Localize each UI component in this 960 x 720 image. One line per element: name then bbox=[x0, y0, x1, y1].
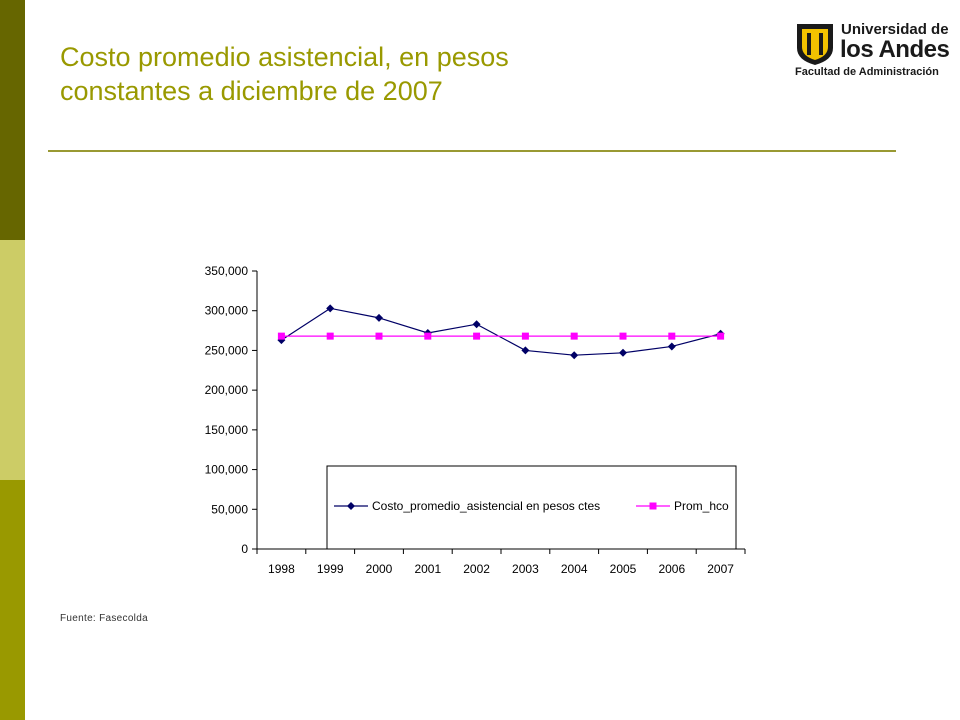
x-tick-label: 1998 bbox=[268, 562, 295, 576]
crest-icon bbox=[797, 24, 833, 65]
y-tick-label: 100,000 bbox=[205, 463, 249, 477]
series-2-point bbox=[473, 332, 481, 340]
title-line-2: constantes a diciembre de 2007 bbox=[60, 76, 443, 106]
y-tick-label: 250,000 bbox=[205, 343, 249, 357]
series-2-point bbox=[668, 332, 676, 340]
sidebar-stripe-mid bbox=[0, 480, 25, 720]
series-1-point bbox=[472, 320, 481, 329]
title-divider bbox=[48, 150, 896, 152]
logo-line-2: los Andes bbox=[840, 36, 950, 63]
x-tick-label: 2002 bbox=[463, 562, 490, 576]
series-2-point bbox=[375, 332, 383, 340]
series-1-point bbox=[521, 346, 530, 355]
y-tick-label: 150,000 bbox=[205, 423, 249, 437]
series-1-point bbox=[570, 351, 579, 360]
x-tick-label: 2007 bbox=[707, 562, 734, 576]
title-line-1: Costo promedio asistencial, en pesos bbox=[60, 42, 509, 72]
x-tick-label: 1999 bbox=[317, 562, 344, 576]
legend-box bbox=[326, 465, 737, 550]
logo-line-3: Facultad de Administración bbox=[795, 66, 939, 78]
x-tick-label: 2005 bbox=[610, 562, 637, 576]
y-tick-label: 50,000 bbox=[211, 502, 248, 516]
x-tick-label: 2004 bbox=[561, 562, 588, 576]
legend-swatch-marker-2 bbox=[649, 502, 657, 510]
sidebar-stripe-light bbox=[0, 240, 25, 480]
x-tick-label: 2003 bbox=[512, 562, 539, 576]
series-2-point bbox=[717, 332, 725, 340]
series-1-point bbox=[619, 348, 627, 357]
series-2-point bbox=[570, 332, 578, 340]
series-1-point bbox=[667, 342, 676, 351]
y-tick-label: 350,000 bbox=[205, 264, 249, 278]
series-1-point bbox=[326, 304, 335, 313]
y-tick-label: 200,000 bbox=[205, 383, 249, 397]
series-1-point bbox=[375, 313, 383, 322]
x-tick-label: 2006 bbox=[658, 562, 685, 576]
y-tick-label: 300,000 bbox=[205, 304, 249, 318]
series-2-point bbox=[521, 332, 529, 340]
y-tick-label: 0 bbox=[241, 542, 248, 556]
logo-line-1: Universidad de bbox=[841, 21, 949, 38]
series-line-1 bbox=[281, 307, 721, 356]
series-2-point bbox=[277, 332, 285, 340]
legend-swatch-marker-1 bbox=[347, 502, 355, 510]
series-2-point bbox=[326, 332, 334, 340]
slide-title: Costo promedio asistencial, en pesos con… bbox=[60, 40, 680, 108]
sidebar-stripe-dark bbox=[0, 0, 25, 240]
legend-label-2: Prom_hco bbox=[674, 499, 729, 513]
series-2-point bbox=[424, 332, 432, 340]
legend-label-1: Costo_promedio_asistencial en pesos ctes bbox=[372, 499, 600, 513]
source-note: Fuente: Fasecolda bbox=[60, 613, 148, 624]
series-2-point bbox=[619, 332, 627, 340]
x-tick-label: 2001 bbox=[414, 562, 441, 576]
x-tick-label: 2000 bbox=[366, 562, 393, 576]
university-logo: Universidad de los Andes Facultad de Adm… bbox=[795, 18, 950, 82]
